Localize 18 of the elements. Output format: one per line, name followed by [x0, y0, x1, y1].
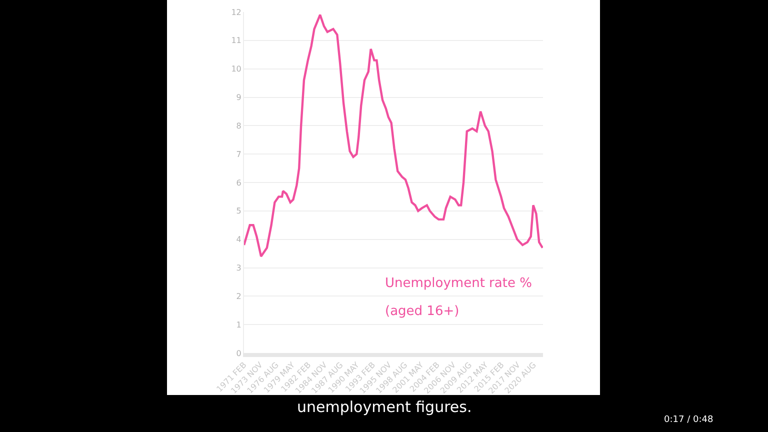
y-tick-label: 1 — [236, 320, 242, 330]
y-tick-label: 12 — [231, 8, 242, 17]
text: 0:17 / 0:48 — [664, 415, 714, 425]
y-tick-label: 5 — [236, 206, 242, 216]
y-tick-label: 10 — [231, 64, 242, 74]
y-tick-label: 7 — [236, 150, 242, 159]
annotation: Unemployment rate % — [385, 276, 532, 291]
y-tick-label: 4 — [236, 235, 242, 244]
y-tick-label: 3 — [236, 264, 242, 273]
line-series — [244, 14, 543, 258]
y-tick-label: 6 — [236, 178, 242, 188]
y-tick-label: 9 — [236, 93, 242, 102]
y-tick-label: 2 — [236, 292, 242, 301]
y-tick-label: 11 — [231, 36, 242, 46]
y-tick-label: 0 — [236, 348, 242, 358]
text: unemployment figures. — [297, 398, 472, 416]
y-tick-label: 8 — [236, 121, 242, 130]
annotation: (aged 16+) — [385, 304, 460, 319]
